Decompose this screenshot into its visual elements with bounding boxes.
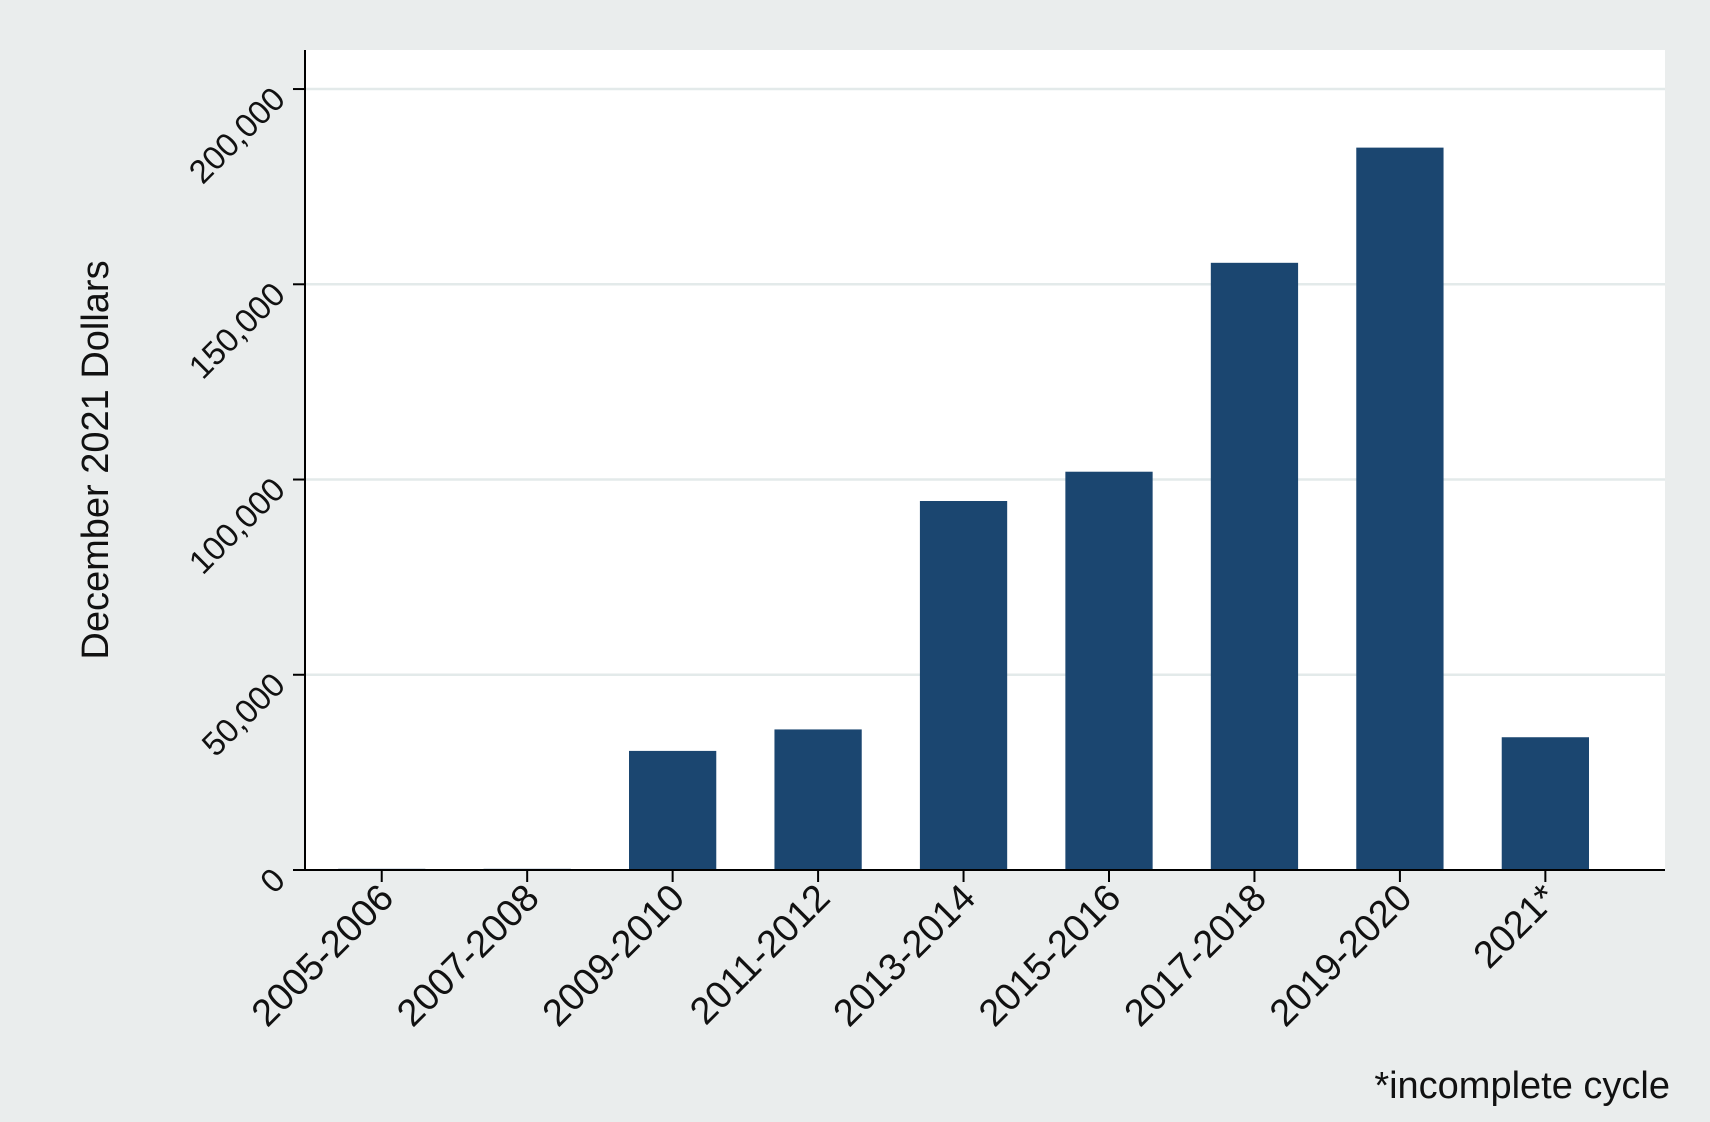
bar bbox=[1356, 147, 1444, 871]
y-tick-label: 100,000 bbox=[181, 470, 292, 581]
bar bbox=[919, 501, 1008, 870]
x-tick-label: 2009-2010 bbox=[535, 877, 693, 1035]
x-tick-label: 2013-2014 bbox=[826, 877, 984, 1035]
x-tick-label: 2005-2006 bbox=[244, 877, 402, 1035]
footnote: *incomplete cycle bbox=[1374, 1065, 1670, 1107]
x-tick-label: 2021* bbox=[1466, 877, 1566, 977]
x-tick-label: 2017-2018 bbox=[1117, 877, 1275, 1035]
bar bbox=[1210, 262, 1299, 870]
x-tick-label: 2015-2016 bbox=[971, 877, 1129, 1035]
bar bbox=[1065, 471, 1153, 870]
x-tick-label: 2007-2008 bbox=[389, 877, 547, 1035]
y-axis-ticks: 0 50,000 100,000 150,000 200,000 bbox=[181, 80, 305, 900]
y-tick-label: 200,000 bbox=[181, 80, 292, 191]
bar bbox=[774, 729, 862, 870]
x-axis-ticks: 2005-20062007-20082009-20102011-20122013… bbox=[244, 870, 1566, 1035]
y-tick-label: 50,000 bbox=[194, 666, 292, 764]
x-tick-label: 2019-2020 bbox=[1262, 877, 1420, 1035]
bars bbox=[338, 147, 1589, 871]
y-axis-title: December 2021 Dollars bbox=[75, 260, 117, 659]
bar bbox=[629, 750, 717, 870]
bar bbox=[1501, 737, 1589, 870]
y-tick-label: 0 bbox=[253, 861, 292, 900]
x-tick-label: 2011-2012 bbox=[682, 877, 838, 1033]
y-tick-label: 150,000 bbox=[181, 275, 292, 386]
